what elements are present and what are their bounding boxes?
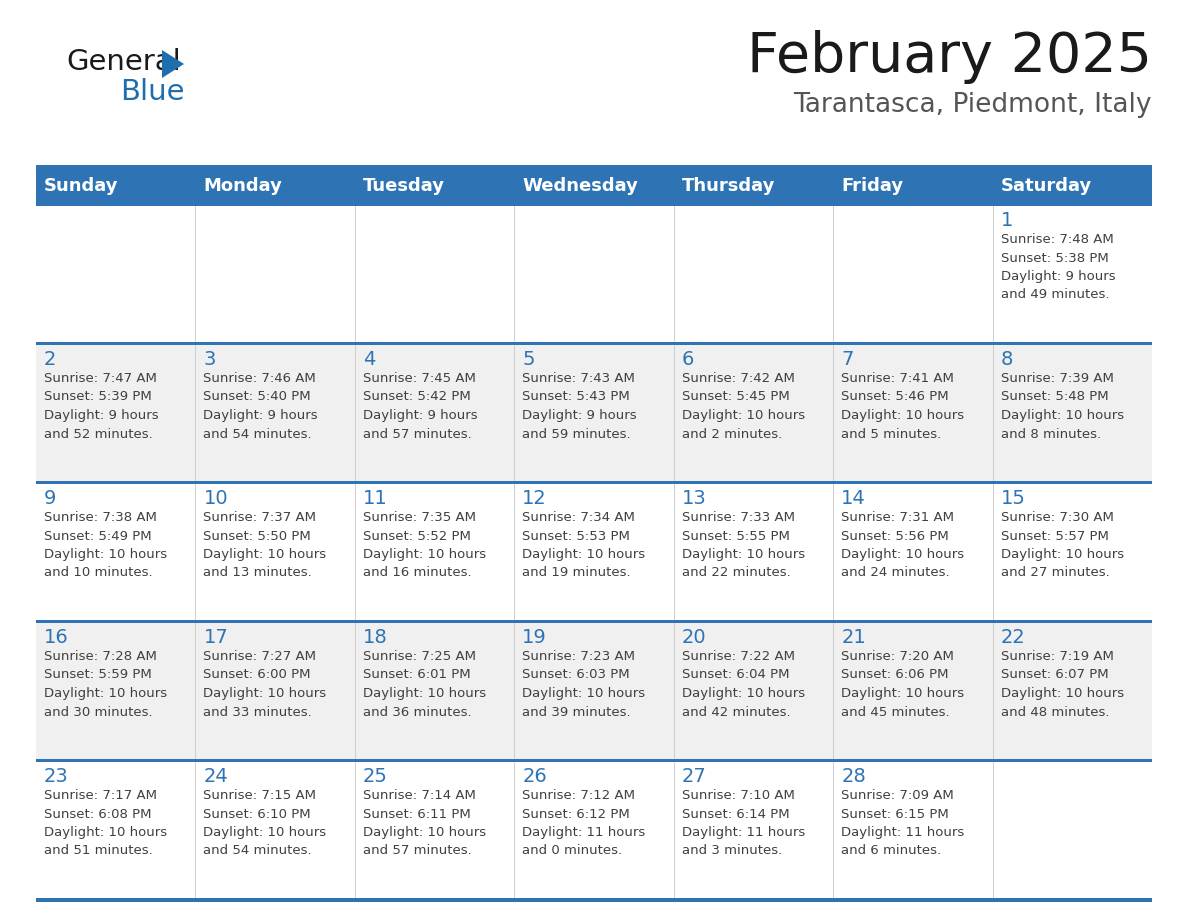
Text: Sunrise: 7:48 AM
Sunset: 5:38 PM
Daylight: 9 hours
and 49 minutes.: Sunrise: 7:48 AM Sunset: 5:38 PM Dayligh… [1000, 233, 1116, 301]
Text: Sunrise: 7:37 AM
Sunset: 5:50 PM
Daylight: 10 hours
and 13 minutes.: Sunrise: 7:37 AM Sunset: 5:50 PM Dayligh… [203, 511, 327, 579]
Text: 6: 6 [682, 350, 694, 369]
Text: 11: 11 [362, 489, 387, 508]
Text: 5: 5 [523, 350, 535, 369]
Text: February 2025: February 2025 [747, 30, 1152, 84]
Text: 28: 28 [841, 767, 866, 786]
Text: 7: 7 [841, 350, 853, 369]
Bar [36, 165, 1152, 169]
Text: Sunrise: 7:45 AM
Sunset: 5:42 PM
Daylight: 9 hours
and 57 minutes.: Sunrise: 7:45 AM Sunset: 5:42 PM Dayligh… [362, 372, 478, 441]
Bar [36, 620, 1152, 623]
Text: 24: 24 [203, 767, 228, 786]
Text: Sunrise: 7:31 AM
Sunset: 5:56 PM
Daylight: 10 hours
and 24 minutes.: Sunrise: 7:31 AM Sunset: 5:56 PM Dayligh… [841, 511, 965, 579]
Text: 27: 27 [682, 767, 707, 786]
Text: Sunrise: 7:35 AM
Sunset: 5:52 PM
Daylight: 10 hours
and 16 minutes.: Sunrise: 7:35 AM Sunset: 5:52 PM Dayligh… [362, 511, 486, 579]
Text: 14: 14 [841, 489, 866, 508]
Text: Sunrise: 7:25 AM
Sunset: 6:01 PM
Daylight: 10 hours
and 36 minutes.: Sunrise: 7:25 AM Sunset: 6:01 PM Dayligh… [362, 650, 486, 719]
Bar [36, 203, 1152, 342]
Text: Tuesday: Tuesday [362, 177, 444, 195]
Bar [36, 203, 1152, 206]
Text: Monday: Monday [203, 177, 283, 195]
Text: Sunrise: 7:28 AM
Sunset: 5:59 PM
Daylight: 10 hours
and 30 minutes.: Sunrise: 7:28 AM Sunset: 5:59 PM Dayligh… [44, 650, 168, 719]
Bar [36, 481, 1152, 484]
Text: 19: 19 [523, 628, 546, 647]
Text: Sunrise: 7:43 AM
Sunset: 5:43 PM
Daylight: 9 hours
and 59 minutes.: Sunrise: 7:43 AM Sunset: 5:43 PM Dayligh… [523, 372, 637, 441]
Bar [36, 481, 1152, 620]
Text: Sunrise: 7:12 AM
Sunset: 6:12 PM
Daylight: 11 hours
and 0 minutes.: Sunrise: 7:12 AM Sunset: 6:12 PM Dayligh… [523, 789, 645, 857]
Bar [36, 342, 1152, 345]
Text: General: General [67, 48, 181, 76]
Text: 1: 1 [1000, 211, 1013, 230]
Text: Sunrise: 7:20 AM
Sunset: 6:06 PM
Daylight: 10 hours
and 45 minutes.: Sunrise: 7:20 AM Sunset: 6:06 PM Dayligh… [841, 650, 965, 719]
Text: Sunrise: 7:33 AM
Sunset: 5:55 PM
Daylight: 10 hours
and 22 minutes.: Sunrise: 7:33 AM Sunset: 5:55 PM Dayligh… [682, 511, 804, 579]
Text: Wednesday: Wednesday [523, 177, 638, 195]
Text: Sunrise: 7:15 AM
Sunset: 6:10 PM
Daylight: 10 hours
and 54 minutes.: Sunrise: 7:15 AM Sunset: 6:10 PM Dayligh… [203, 789, 327, 857]
Text: 17: 17 [203, 628, 228, 647]
Text: Tarantasca, Piedmont, Italy: Tarantasca, Piedmont, Italy [794, 92, 1152, 118]
Text: 12: 12 [523, 489, 546, 508]
Text: 25: 25 [362, 767, 387, 786]
Text: Sunrise: 7:42 AM
Sunset: 5:45 PM
Daylight: 10 hours
and 2 minutes.: Sunrise: 7:42 AM Sunset: 5:45 PM Dayligh… [682, 372, 804, 441]
Text: Sunrise: 7:19 AM
Sunset: 6:07 PM
Daylight: 10 hours
and 48 minutes.: Sunrise: 7:19 AM Sunset: 6:07 PM Dayligh… [1000, 650, 1124, 719]
Text: 20: 20 [682, 628, 707, 647]
Text: 8: 8 [1000, 350, 1013, 369]
Text: 18: 18 [362, 628, 387, 647]
Text: Blue: Blue [120, 78, 184, 106]
Bar [36, 759, 1152, 762]
Text: Sunrise: 7:47 AM
Sunset: 5:39 PM
Daylight: 9 hours
and 52 minutes.: Sunrise: 7:47 AM Sunset: 5:39 PM Dayligh… [44, 372, 159, 441]
Text: Sunrise: 7:41 AM
Sunset: 5:46 PM
Daylight: 10 hours
and 5 minutes.: Sunrise: 7:41 AM Sunset: 5:46 PM Dayligh… [841, 372, 965, 441]
Bar [36, 759, 1152, 898]
Text: Thursday: Thursday [682, 177, 775, 195]
Text: 9: 9 [44, 489, 56, 508]
Text: 3: 3 [203, 350, 216, 369]
Text: 4: 4 [362, 350, 375, 369]
Bar [36, 620, 1152, 759]
Text: 23: 23 [44, 767, 69, 786]
Text: Sunrise: 7:30 AM
Sunset: 5:57 PM
Daylight: 10 hours
and 27 minutes.: Sunrise: 7:30 AM Sunset: 5:57 PM Dayligh… [1000, 511, 1124, 579]
Text: Sunrise: 7:10 AM
Sunset: 6:14 PM
Daylight: 11 hours
and 3 minutes.: Sunrise: 7:10 AM Sunset: 6:14 PM Dayligh… [682, 789, 805, 857]
Text: 10: 10 [203, 489, 228, 508]
Text: 21: 21 [841, 628, 866, 647]
Text: Sunrise: 7:09 AM
Sunset: 6:15 PM
Daylight: 11 hours
and 6 minutes.: Sunrise: 7:09 AM Sunset: 6:15 PM Dayligh… [841, 789, 965, 857]
Bar [36, 342, 1152, 481]
Text: Sunrise: 7:39 AM
Sunset: 5:48 PM
Daylight: 10 hours
and 8 minutes.: Sunrise: 7:39 AM Sunset: 5:48 PM Dayligh… [1000, 372, 1124, 441]
Text: Friday: Friday [841, 177, 903, 195]
Bar [36, 169, 1152, 203]
Text: Sunday: Sunday [44, 177, 119, 195]
Text: Sunrise: 7:27 AM
Sunset: 6:00 PM
Daylight: 10 hours
and 33 minutes.: Sunrise: 7:27 AM Sunset: 6:00 PM Dayligh… [203, 650, 327, 719]
Text: Sunrise: 7:23 AM
Sunset: 6:03 PM
Daylight: 10 hours
and 39 minutes.: Sunrise: 7:23 AM Sunset: 6:03 PM Dayligh… [523, 650, 645, 719]
Text: 26: 26 [523, 767, 546, 786]
Text: 16: 16 [44, 628, 69, 647]
Text: 2: 2 [44, 350, 56, 369]
Text: Sunrise: 7:22 AM
Sunset: 6:04 PM
Daylight: 10 hours
and 42 minutes.: Sunrise: 7:22 AM Sunset: 6:04 PM Dayligh… [682, 650, 804, 719]
Text: Sunrise: 7:34 AM
Sunset: 5:53 PM
Daylight: 10 hours
and 19 minutes.: Sunrise: 7:34 AM Sunset: 5:53 PM Dayligh… [523, 511, 645, 579]
Text: Sunrise: 7:38 AM
Sunset: 5:49 PM
Daylight: 10 hours
and 10 minutes.: Sunrise: 7:38 AM Sunset: 5:49 PM Dayligh… [44, 511, 168, 579]
Text: Saturday: Saturday [1000, 177, 1092, 195]
Text: 22: 22 [1000, 628, 1025, 647]
Bar [36, 898, 1152, 902]
Polygon shape [162, 50, 184, 78]
Text: 15: 15 [1000, 489, 1025, 508]
Text: Sunrise: 7:17 AM
Sunset: 6:08 PM
Daylight: 10 hours
and 51 minutes.: Sunrise: 7:17 AM Sunset: 6:08 PM Dayligh… [44, 789, 168, 857]
Text: 13: 13 [682, 489, 707, 508]
Text: Sunrise: 7:46 AM
Sunset: 5:40 PM
Daylight: 9 hours
and 54 minutes.: Sunrise: 7:46 AM Sunset: 5:40 PM Dayligh… [203, 372, 318, 441]
Text: Sunrise: 7:14 AM
Sunset: 6:11 PM
Daylight: 10 hours
and 57 minutes.: Sunrise: 7:14 AM Sunset: 6:11 PM Dayligh… [362, 789, 486, 857]
